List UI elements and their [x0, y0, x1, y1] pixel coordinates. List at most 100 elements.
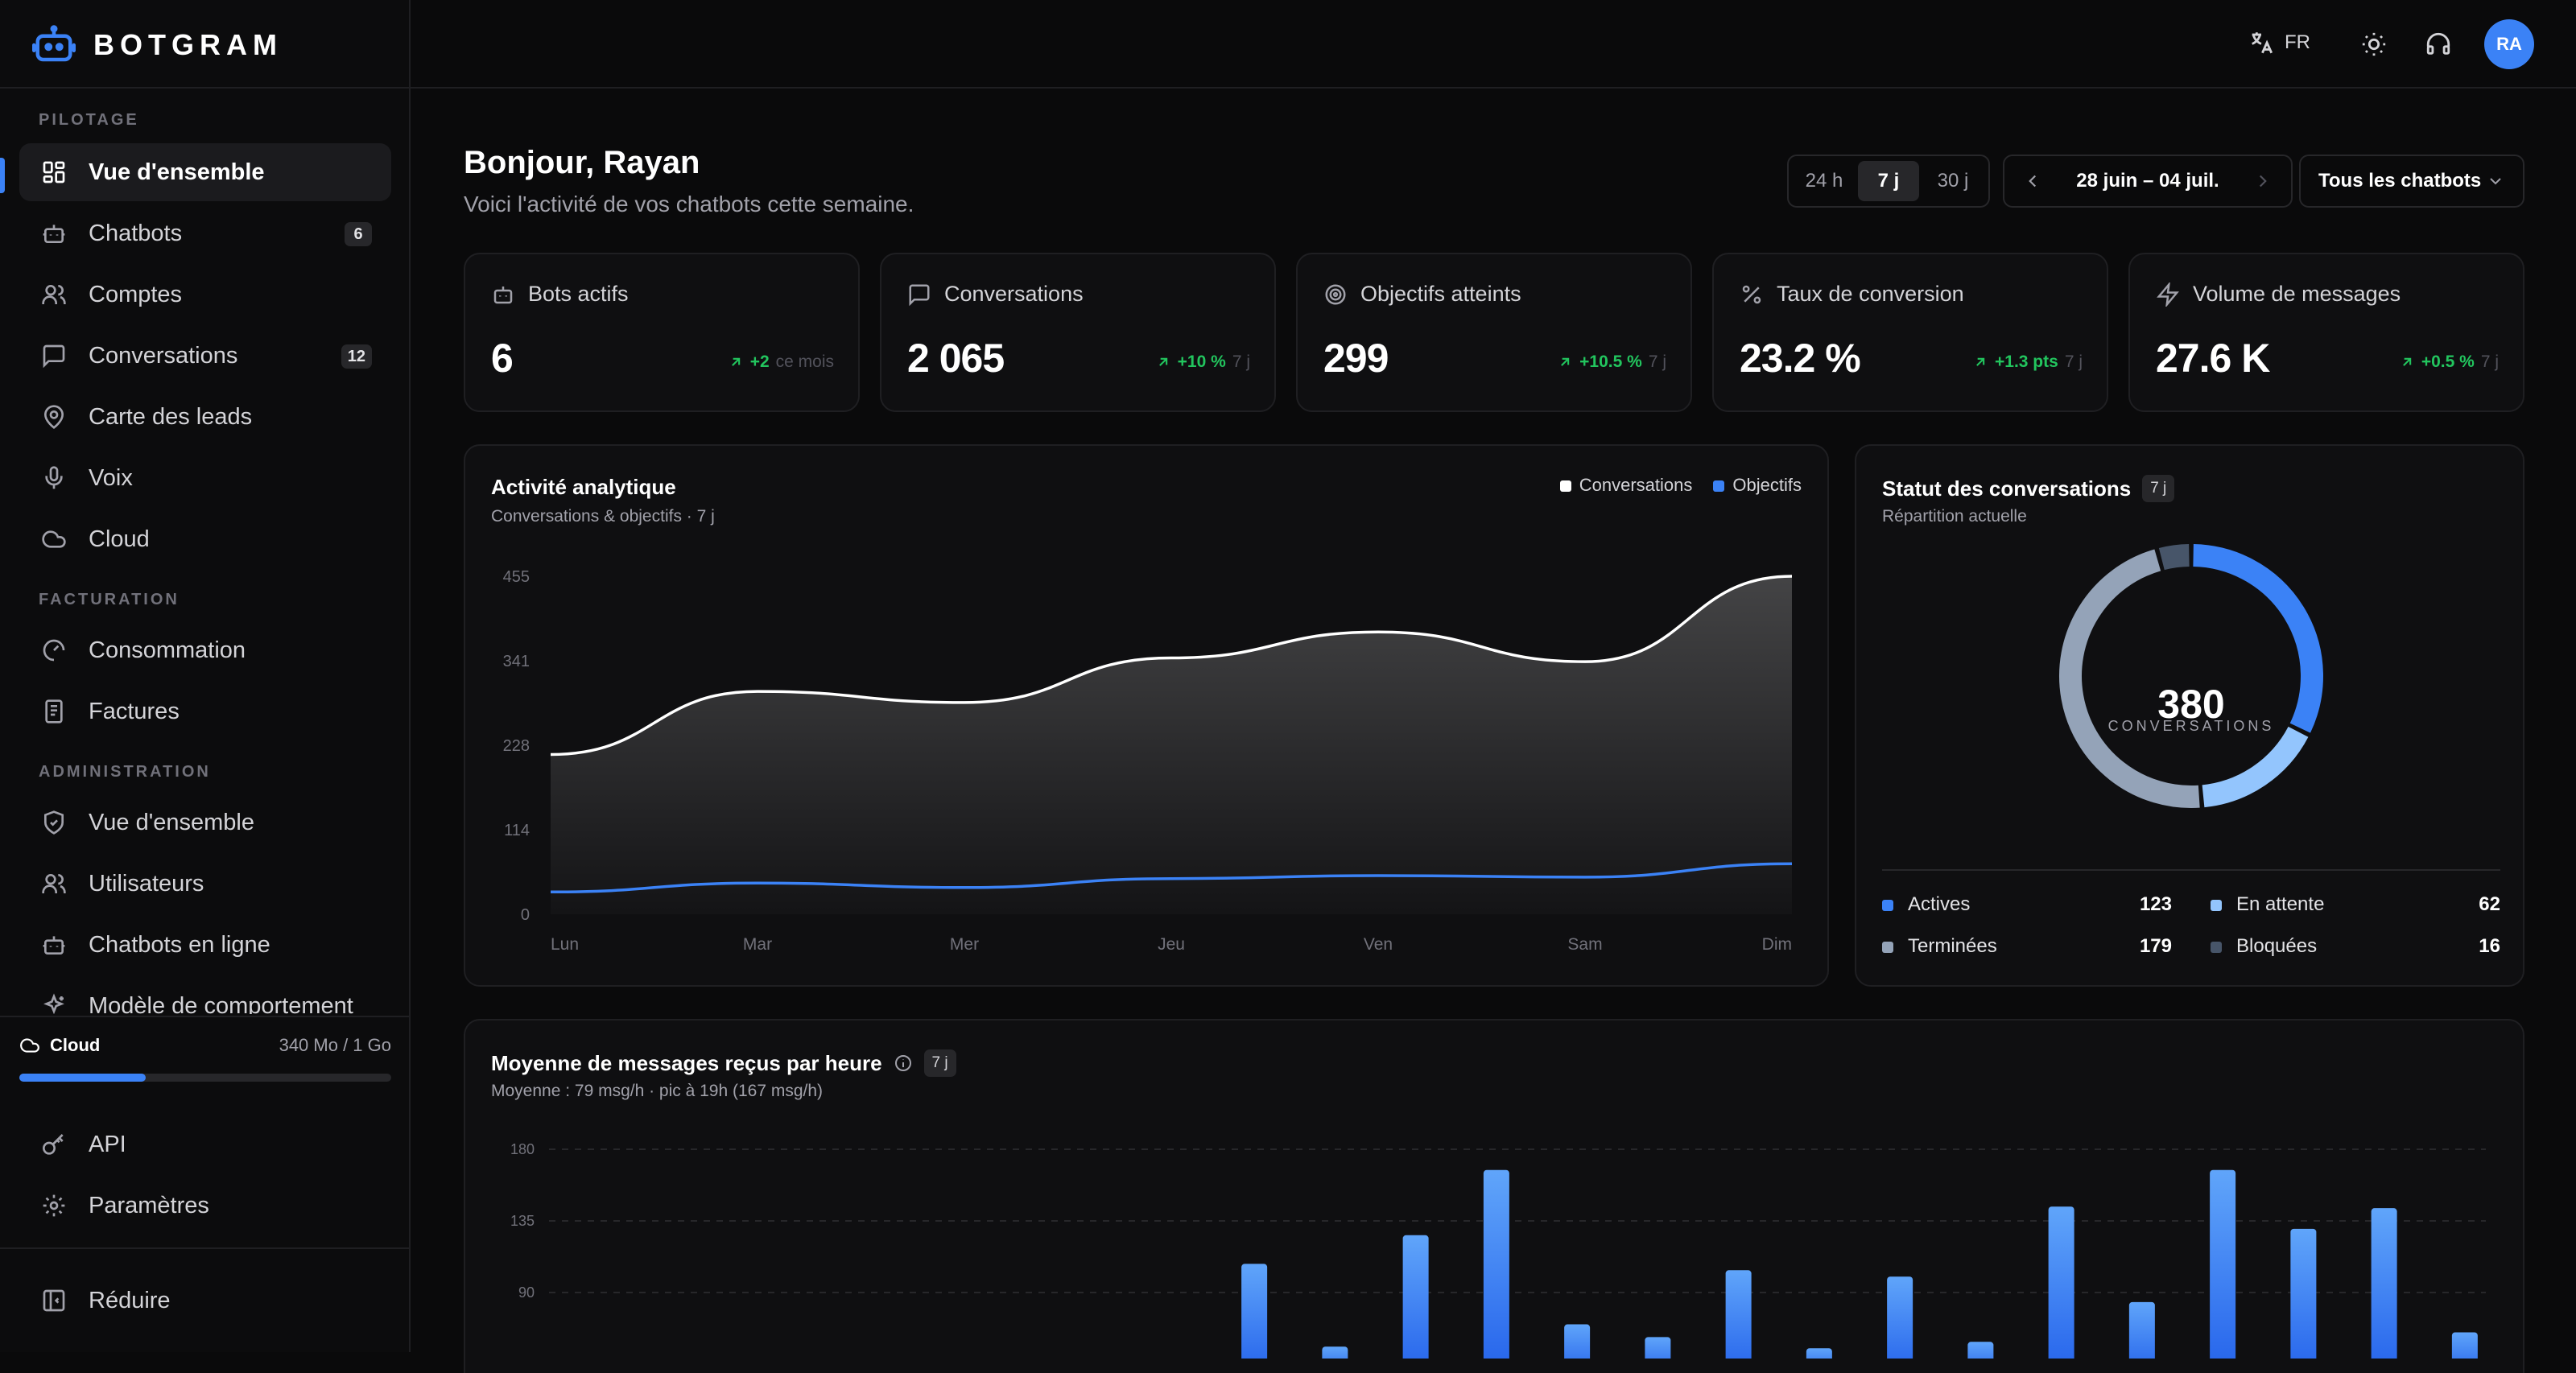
- donut-slice-en-attente: [2202, 726, 2309, 808]
- divider: [0, 1247, 411, 1249]
- theme-toggle-button[interactable]: [2357, 27, 2391, 61]
- sidebar-item-api[interactable]: API: [19, 1115, 391, 1173]
- arrow-up-right-icon: [1976, 357, 1985, 366]
- kpi-value: 6: [491, 336, 514, 381]
- brand[interactable]: BOTGRAM: [32, 21, 283, 69]
- info-icon[interactable]: [894, 1053, 913, 1073]
- sidebar-item-parametres[interactable]: Paramètres: [19, 1177, 391, 1235]
- y-tick-label: 0: [521, 906, 530, 924]
- kpi-label: Conversations: [944, 282, 1084, 306]
- sidebar-item-label: Modèle de comportement: [89, 992, 353, 1015]
- bar-hour-22: [2371, 1208, 2397, 1359]
- kpi-delta: +1.3 pts: [1995, 353, 2058, 371]
- sidebar-item-label: Consommation: [89, 637, 246, 663]
- arrow-up-right-icon: [1561, 357, 1570, 366]
- card-subtitle: Répartition actuelle: [1882, 507, 2027, 526]
- x-tick-label: Mar: [743, 935, 772, 954]
- kpi-delta: +10.5 %: [1579, 353, 1642, 371]
- date-range-label[interactable]: 28 juin – 04 juil.: [2076, 170, 2219, 192]
- chevron-left-icon[interactable]: [2022, 171, 2043, 192]
- x-tick-label: Mer: [950, 935, 979, 954]
- target-icon: [1325, 284, 1346, 304]
- kpi-card-goals[interactable]: Objectifs atteints 299 +10.5 % 7 j: [1296, 253, 1692, 412]
- collapse-button[interactable]: Réduire: [19, 1272, 391, 1330]
- top-bar: FR RA: [411, 0, 2576, 89]
- page-title: Bonjour, Rayan: [464, 145, 700, 180]
- gauge-icon: [40, 637, 68, 664]
- kpi-label: Bots actifs: [528, 282, 629, 306]
- hourly-messages-card: Moyenne de messages reçus par heure 7 j …: [464, 1019, 2524, 1373]
- kpi-value: 299: [1323, 336, 1389, 381]
- card-title: Activité analytique: [491, 475, 676, 499]
- kpi-delta: +0.5 %: [2421, 353, 2475, 371]
- status-donut-chart: [2059, 544, 2323, 808]
- bot-logo-icon: [32, 25, 76, 62]
- avatar[interactable]: RA: [2484, 19, 2534, 69]
- period-24h[interactable]: 24 h: [1805, 170, 1843, 192]
- period-30j[interactable]: 30 j: [1937, 170, 1969, 192]
- support-button[interactable]: [2421, 27, 2455, 61]
- sidebar-item-overview[interactable]: Vue d'ensemble: [19, 143, 391, 201]
- sidebar-item-label: Comptes: [89, 281, 183, 307]
- sidebar-item-label: Utilisateurs: [89, 870, 204, 897]
- sidebar-item-chatbots-online[interactable]: Chatbots en ligne: [19, 916, 391, 974]
- arrow-up-right-icon: [731, 357, 740, 366]
- sidebar-item-behavior-model[interactable]: Modèle de comportement: [19, 977, 391, 1014]
- kpi-card-message-volume[interactable]: Volume de messages 27.6 K +0.5 % 7 j: [2128, 253, 2524, 412]
- period-7j[interactable]: 7 j: [1858, 161, 1919, 201]
- arrow-up-right-icon: [1158, 357, 1167, 366]
- legend-item-objectifs[interactable]: Objectifs: [1713, 475, 1802, 496]
- page-subtitle: Voici l'activité de vos chatbots cette s…: [464, 192, 914, 216]
- divider: [0, 87, 411, 89]
- sidebar-item-consommation[interactable]: Consommation: [19, 621, 391, 679]
- sidebar-item-cloud[interactable]: Cloud: [19, 510, 391, 568]
- kpi-value: 23.2 %: [1740, 336, 1861, 381]
- activity-chart-card: Activité analytique Conversations & obje…: [464, 444, 1829, 987]
- chart-legend: Conversations Objectifs: [1559, 475, 1802, 496]
- sidebar-item-chatbots[interactable]: Chatbots 6: [19, 204, 391, 262]
- sidebar-item-voix[interactable]: Voix: [19, 449, 391, 507]
- sidebar-item-utilisateurs[interactable]: Utilisateurs: [19, 855, 391, 913]
- key-icon: [40, 1131, 68, 1158]
- legend-item-conversations[interactable]: Conversations: [1559, 475, 1692, 496]
- chatbot-filter-value: Tous les chatbots: [2318, 170, 2482, 192]
- sidebar-item-admin-overview[interactable]: Vue d'ensemble: [19, 794, 391, 851]
- grid-icon: [40, 159, 68, 186]
- date-range-picker: 28 juin – 04 juil.: [2003, 155, 2293, 208]
- y-tick-label: 135: [510, 1213, 535, 1229]
- period-selector: 24 h 7 j 30 j: [1787, 155, 1990, 208]
- x-tick-label: Dim: [1762, 935, 1792, 954]
- kpi-period: ce mois: [775, 353, 834, 371]
- storage-progress-bar: [19, 1074, 391, 1082]
- chatbot-filter-select[interactable]: Tous les chatbots: [2299, 155, 2524, 208]
- sidebar-item-comptes[interactable]: Comptes: [19, 266, 391, 324]
- chevron-right-icon[interactable]: [2252, 171, 2273, 192]
- bar-hour-10: [1402, 1235, 1429, 1359]
- active-indicator: [0, 158, 5, 193]
- bar-hour-20: [2210, 1169, 2236, 1359]
- legend-item-en-attente: En attente 62: [2211, 893, 2500, 916]
- map-pin-icon: [40, 403, 68, 431]
- bar-hour-8: [1241, 1264, 1268, 1359]
- x-tick-label: Jeu: [1158, 935, 1185, 954]
- section-label-administration: ADMINISTRATION: [39, 763, 211, 781]
- period-pill: 7 j: [2142, 475, 2175, 502]
- collapse-icon: [40, 1287, 68, 1314]
- kpi-label: Taux de conversion: [1777, 282, 1964, 306]
- cloud-storage-widget[interactable]: Cloud 340 Mo / 1 Go: [0, 1016, 411, 1103]
- bar-hour-13: [1645, 1337, 1671, 1359]
- sidebar-item-factures[interactable]: Factures: [19, 682, 391, 740]
- hourly-bar-chart: 180 135 90: [510, 1141, 2486, 1359]
- language-switcher[interactable]: FR: [2248, 29, 2310, 56]
- kpi-card-conversion-rate[interactable]: Taux de conversion 23.2 % +1.3 pts 7 j: [1712, 253, 2108, 412]
- sidebar-item-conversations[interactable]: Conversations 12: [19, 327, 391, 385]
- sun-icon: [2362, 32, 2386, 56]
- donut-slice-actives: [2193, 544, 2323, 733]
- sidebar-item-leads-map[interactable]: Carte des leads: [19, 388, 391, 446]
- kpi-period: 7 j: [1232, 353, 1250, 371]
- kpi-card-conversations[interactable]: Conversations 2 065 +10 % 7 j: [880, 253, 1276, 412]
- percent-icon: [1742, 285, 1761, 303]
- sidebar-item-label: Carte des leads: [89, 403, 253, 430]
- kpi-delta: +2: [749, 353, 770, 371]
- kpi-card-active-bots[interactable]: Bots actifs 6 +2 ce mois: [464, 253, 860, 412]
